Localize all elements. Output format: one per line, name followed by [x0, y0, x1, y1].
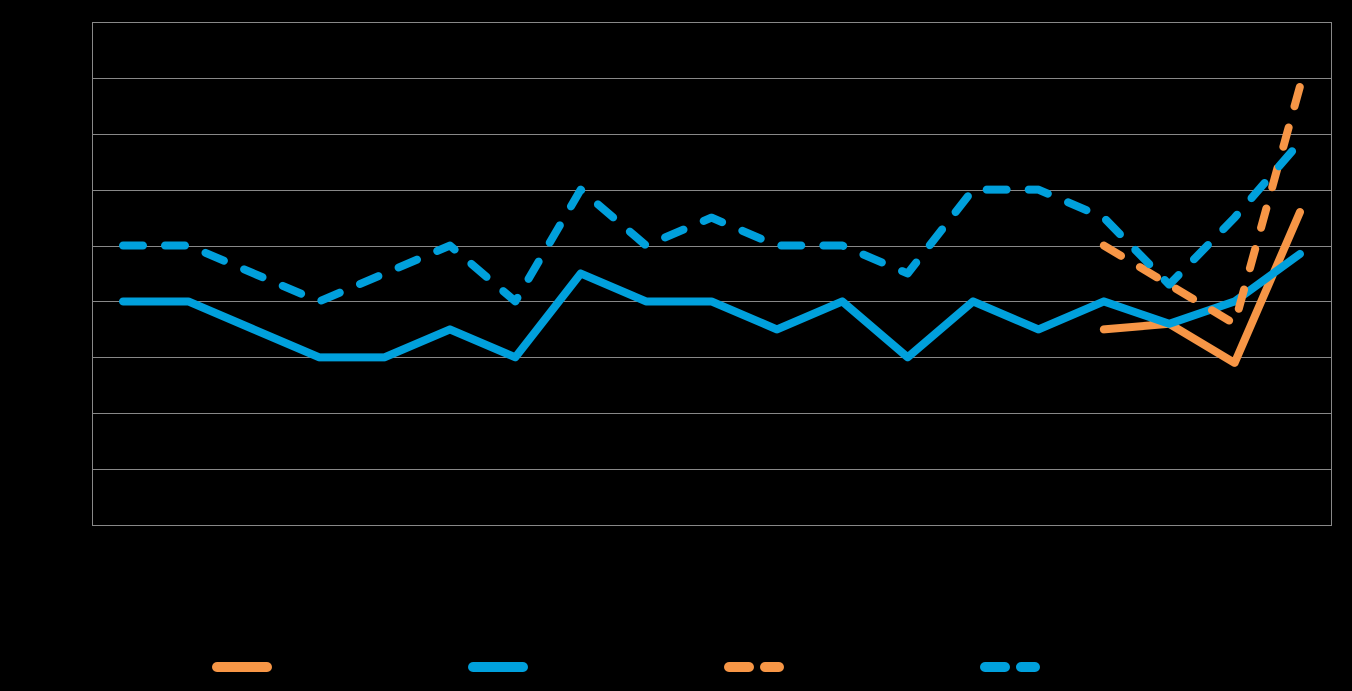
series-line	[1099, 82, 1304, 328]
series-line	[119, 138, 1304, 306]
series-line	[1099, 208, 1304, 367]
series-line	[119, 249, 1304, 362]
